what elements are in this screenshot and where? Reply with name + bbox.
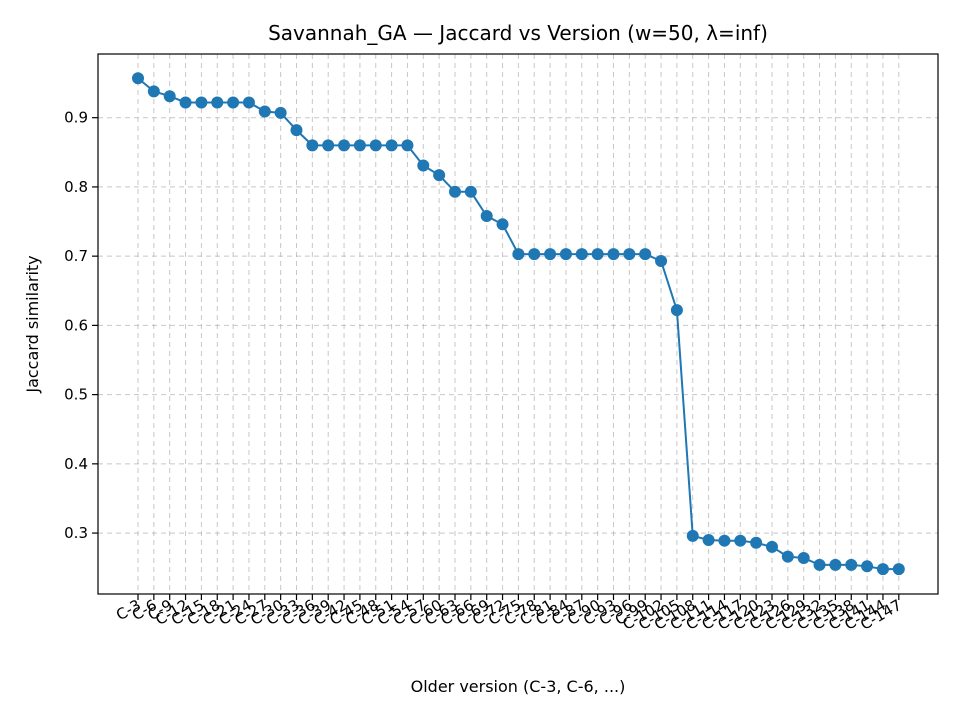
- data-point: [829, 558, 842, 571]
- x-axis-label: Older version (C-3, C-6, ...): [411, 677, 626, 696]
- y-tick-label: 0.8: [64, 178, 88, 196]
- data-point: [338, 139, 351, 152]
- data-point: [544, 248, 557, 261]
- data-point: [892, 563, 905, 576]
- y-tick-label: 0.3: [64, 524, 88, 542]
- data-point: [686, 529, 699, 542]
- data-point: [813, 558, 826, 571]
- data-point: [766, 540, 778, 553]
- y-axis-label: Jaccard similarity: [23, 255, 42, 393]
- data-point: [528, 248, 541, 261]
- data-point: [591, 248, 604, 261]
- data-point: [290, 124, 303, 137]
- data-point: [876, 563, 889, 576]
- data-point: [655, 255, 668, 267]
- data-points: [132, 72, 905, 576]
- y-axis: 0.3 0.4 0.5 0.6 0.7 0.8 0.9: [64, 109, 98, 542]
- data-point: [512, 248, 525, 261]
- data-point: [449, 185, 461, 198]
- data-point: [369, 139, 382, 152]
- chart-title: Savannah_GA — Jaccard vs Version (w=50, …: [268, 21, 768, 45]
- data-point: [401, 139, 414, 152]
- data-point: [734, 534, 747, 547]
- y-tick-label: 0.6: [64, 316, 88, 334]
- data-point: [433, 169, 446, 182]
- data-point: [306, 139, 319, 152]
- data-point: [179, 96, 192, 109]
- data-point: [227, 96, 240, 109]
- data-point: [163, 90, 176, 103]
- data-point: [353, 139, 366, 152]
- data-point: [861, 560, 874, 573]
- data-point: [322, 139, 335, 152]
- y-tick-label: 0.7: [64, 247, 88, 265]
- data-point: [623, 248, 636, 261]
- data-point: [607, 248, 620, 261]
- data-point: [132, 72, 144, 85]
- y-tick-label: 0.5: [64, 386, 88, 404]
- data-point: [718, 534, 731, 547]
- y-tick-label: 0.9: [64, 109, 88, 127]
- data-point: [670, 304, 683, 317]
- data-point: [781, 550, 794, 563]
- data-point: [417, 159, 430, 172]
- data-point: [274, 106, 287, 119]
- data-point: [750, 536, 763, 549]
- data-point: [480, 210, 493, 222]
- data-point: [575, 248, 588, 261]
- grid-lines: [98, 54, 938, 594]
- data-point: [559, 248, 572, 261]
- data-point: [195, 96, 208, 109]
- data-point: [845, 558, 858, 571]
- data-point: [385, 139, 398, 152]
- y-tick-label: 0.4: [64, 455, 88, 473]
- data-point: [211, 96, 224, 109]
- data-point: [147, 85, 160, 98]
- data-point: [702, 534, 715, 546]
- data-point: [797, 552, 810, 564]
- data-point: [496, 218, 509, 231]
- data-point: [639, 248, 652, 261]
- data-point: [464, 185, 477, 198]
- data-point: [258, 105, 271, 118]
- data-point: [242, 96, 255, 109]
- x-axis: C-3C-6C-9C-12C-15C-18C-21C-24C-27C-30C-3…: [113, 594, 905, 634]
